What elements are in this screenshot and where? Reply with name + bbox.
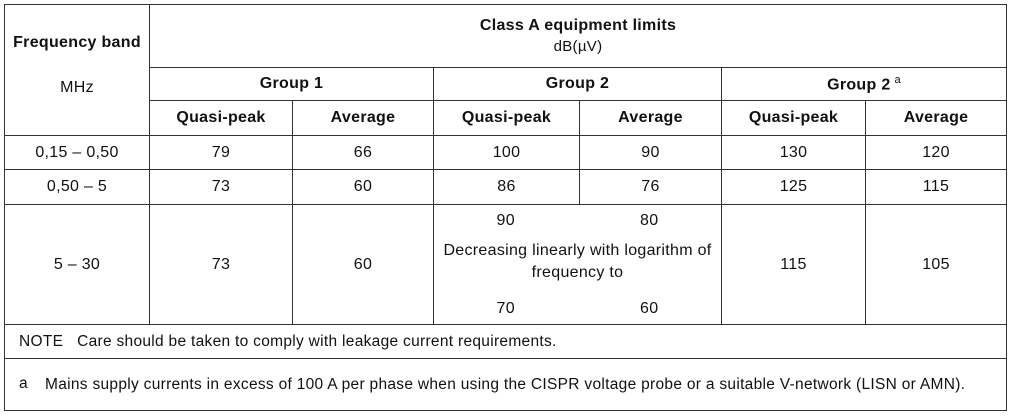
frequency-unit-label: MHz	[60, 79, 94, 96]
value-cell: 73	[149, 169, 293, 205]
value-cell: 115	[721, 204, 866, 325]
value-cell: 86	[433, 169, 580, 205]
value-cell: 60	[640, 299, 659, 317]
value-cell: 125	[721, 169, 866, 205]
group-1-quasi-peak-header: Quasi-peak	[149, 100, 293, 136]
table-row: 0,50 – 5 73 60 86 76 125 115	[4, 169, 1008, 205]
value-cell: 105	[864, 204, 1008, 325]
group-2-header: Group 2	[433, 67, 722, 101]
group-2a-quasi-peak-header: Quasi-peak	[721, 100, 866, 136]
value-cell: 66	[292, 135, 434, 170]
value-cell: 90	[579, 135, 722, 170]
group-1-header: Group 1	[149, 67, 434, 101]
frequency-band-label: Frequency band	[13, 34, 141, 51]
footnote-text: Mains supply currents in excess of 100 A…	[45, 376, 966, 393]
group-2-average-header: Average	[579, 100, 722, 136]
value-cell: 79	[149, 135, 293, 170]
value-cell: 90	[496, 211, 515, 229]
class-a-limits-header: Class A equipment limits dB(µV)	[148, 4, 1008, 68]
footnote-marker: a	[894, 73, 901, 86]
table-note: NOTE Care should be taken to comply with…	[3, 324, 1008, 359]
value-cell: 60	[292, 169, 434, 205]
value-cell: 73	[149, 204, 293, 325]
decreasing-note: Decreasing linearly with logarithm of fr…	[443, 241, 712, 281]
group-2a-average-header: Average	[864, 100, 1008, 136]
value-cell: 120	[864, 135, 1008, 170]
value-cell: 60	[292, 204, 434, 325]
band-cell: 5 – 30	[4, 204, 150, 325]
value-cell: 80	[640, 211, 659, 229]
value-cell: 70	[496, 299, 515, 317]
table-row: 5 – 30 73 60 90 80 Decreasing linearly w…	[4, 204, 1008, 325]
table-footnote: a Mains supply currents in excess of 100…	[3, 358, 1008, 411]
value-cell: 76	[579, 169, 722, 205]
table-title: Class A equipment limits	[479, 17, 677, 34]
band-cell: 0,15 – 0,50	[4, 135, 150, 170]
limits-table: Frequency band MHz Class A equipment lim…	[3, 4, 1008, 411]
value-cell: 130	[721, 135, 866, 170]
value-cell: 115	[864, 169, 1008, 205]
table-unit: dB(µV)	[553, 38, 603, 55]
footnote-key: a	[19, 375, 28, 392]
group-1-average-header: Average	[292, 100, 434, 136]
frequency-band-header: Frequency band MHz	[4, 4, 150, 136]
group-2-decreasing-cell: 90 80 Decreasing linearly with logarithm…	[433, 204, 722, 325]
group-2-quasi-peak-header: Quasi-peak	[433, 100, 580, 136]
table-row: 0,15 – 0,50 79 66 100 90 130 120	[4, 135, 1008, 170]
band-cell: 0,50 – 5	[4, 169, 150, 205]
value-cell: 100	[433, 135, 580, 170]
